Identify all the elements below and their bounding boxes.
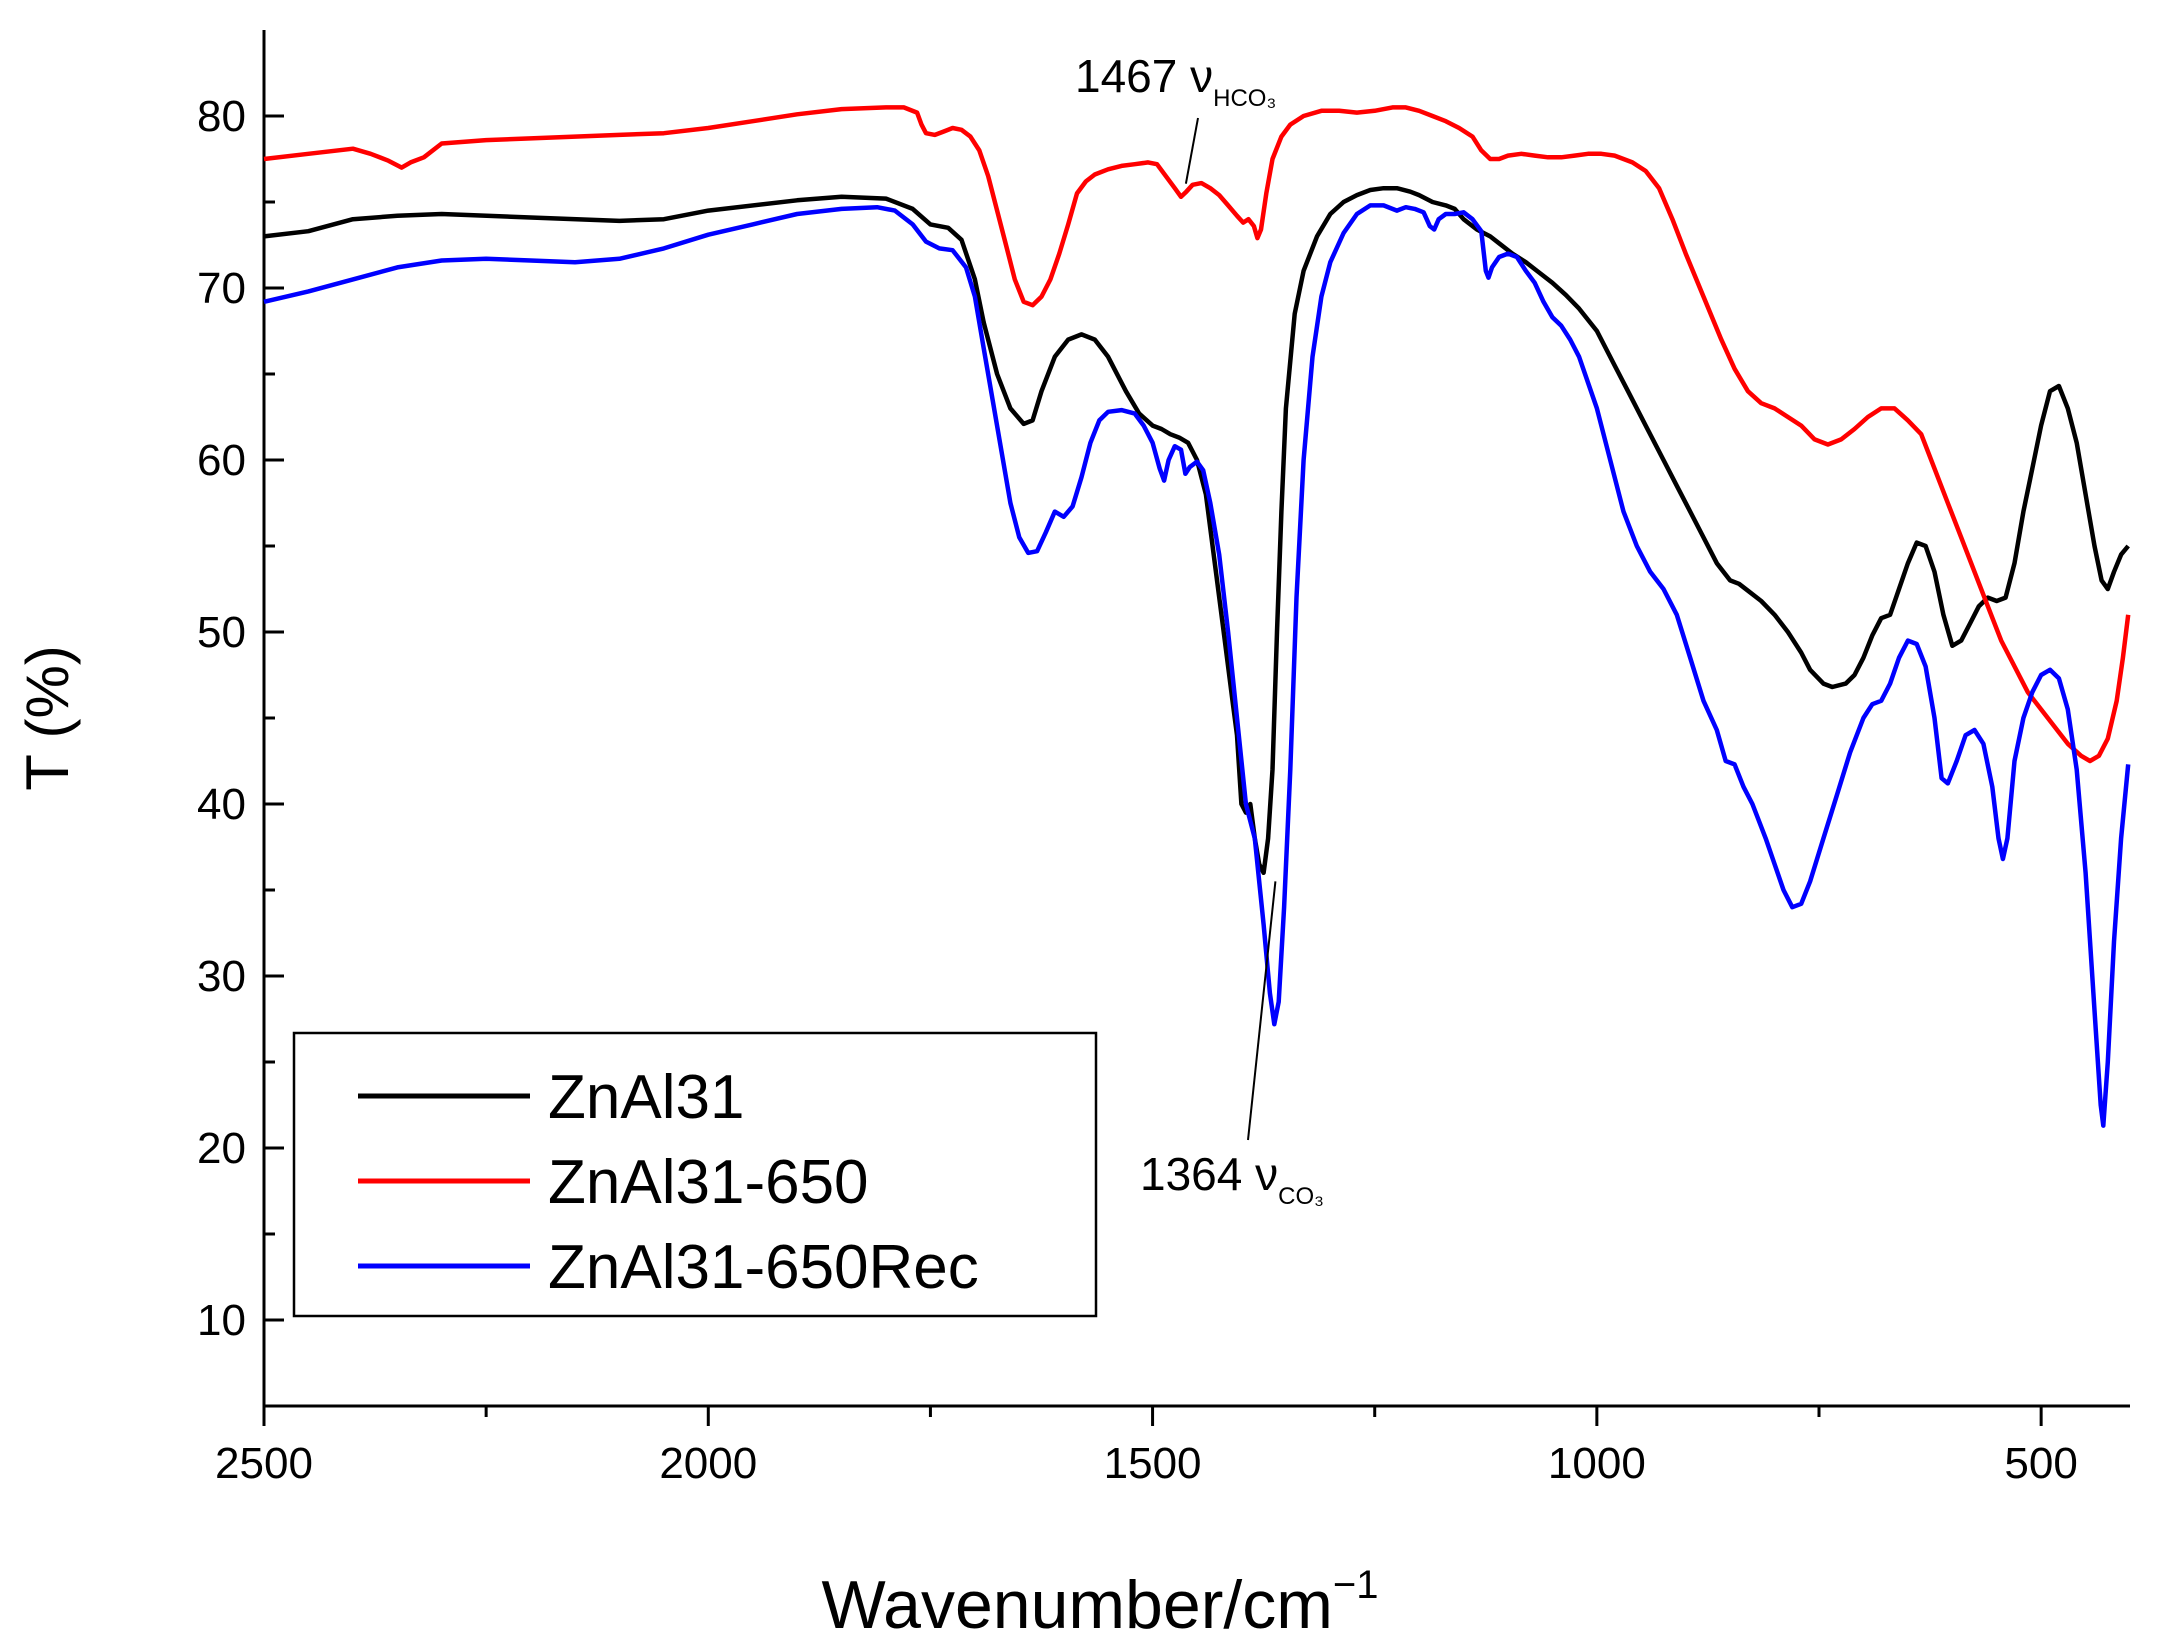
x-ticks: 2500 2000 1500 1000 500	[215, 1406, 2078, 1488]
legend-label-znal31: ZnAl31	[548, 1063, 744, 1132]
x-tick-label: 1500	[1104, 1439, 1202, 1488]
series-line-znal31-650rec	[263, 203, 2131, 1128]
annotation-1364-leader	[1247, 881, 1277, 1141]
x-tick-label: 2000	[659, 1439, 757, 1488]
x-axis-title-superscript: −1	[1333, 1563, 1379, 1607]
annotation-1467-leader	[1184, 117, 1199, 184]
y-axis-title: T (%)	[14, 645, 81, 791]
series-line-znal31-650	[263, 105, 2131, 764]
y-tick-label: 10	[197, 1296, 246, 1345]
x-tick-label: 1000	[1548, 1439, 1646, 1488]
y-tick-label: 70	[197, 264, 246, 313]
x-tick-label: 2500	[215, 1439, 313, 1488]
y-ticks: 10 20 30 40 50 60 70 80	[197, 92, 284, 1408]
series-lines	[263, 105, 2131, 1128]
annotations: 1467 νHCO₃ 1364 νCO₃	[1075, 50, 1324, 1210]
y-tick-label: 40	[197, 780, 246, 829]
annotation-1467: 1467 νHCO₃	[1075, 50, 1276, 112]
y-tick-label: 60	[197, 436, 246, 485]
series-line-znal31	[263, 185, 2130, 876]
y-tick-label: 50	[197, 608, 246, 657]
x-tick-label: 500	[2004, 1439, 2077, 1488]
legend-label-znal31-650rec: ZnAl31-650Rec	[548, 1233, 979, 1302]
annotation-1364: 1364 νCO₃	[1140, 1148, 1324, 1210]
y-tick-label: 20	[197, 1124, 246, 1173]
legend: ZnAl31 ZnAl31-650 ZnAl31-650Rec	[292, 1031, 1098, 1318]
y-tick-label: 30	[197, 952, 246, 1001]
x-axis-title: Wavenumber/cm−1	[821, 1563, 1378, 1643]
y-tick-label: 80	[197, 92, 246, 141]
x-axis-title-text: Wavenumber/cm	[821, 1567, 1332, 1643]
legend-label-znal31-650: ZnAl31-650	[548, 1148, 869, 1217]
legend-box	[292, 1031, 1098, 1318]
